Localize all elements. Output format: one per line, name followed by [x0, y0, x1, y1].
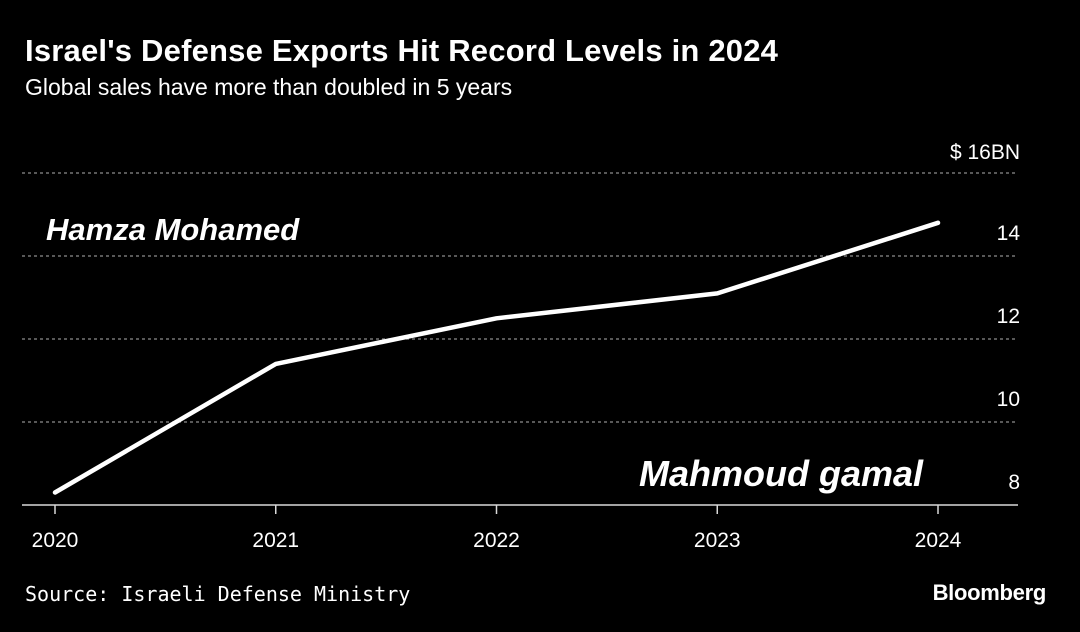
y-tick-label: 8 — [1008, 471, 1020, 494]
x-tick-label: 2021 — [252, 529, 299, 552]
x-tick-label: 2020 — [32, 529, 79, 552]
y-tick-label: $ 16BN — [950, 141, 1020, 164]
chart-title: Israel's Defense Exports Hit Record Leve… — [25, 33, 779, 68]
y-tick-label: 10 — [997, 388, 1020, 411]
x-tick-label: 2024 — [915, 529, 962, 552]
y-tick-label: 14 — [997, 222, 1021, 245]
source-note: Source: Israeli Defense Ministry — [25, 582, 411, 606]
x-tick-label: 2023 — [694, 529, 741, 552]
y-tick-label: 12 — [997, 305, 1020, 328]
x-axis: 2020 2021 2022 2023 2024 — [22, 504, 1018, 552]
watermark-top: Hamza Mohamed — [46, 212, 300, 247]
y-axis-tick-labels: 8 10 12 14 $ 16BN — [950, 141, 1020, 494]
chart-subtitle: Global sales have more than doubled in 5… — [25, 74, 513, 100]
x-tick-label: 2022 — [473, 529, 520, 552]
bloomberg-logo: Bloomberg — [932, 580, 1047, 605]
series-lines — [52, 220, 941, 495]
watermark-bottom: Mahmoud gamal — [639, 453, 924, 494]
grid-lines — [22, 172, 1018, 423]
